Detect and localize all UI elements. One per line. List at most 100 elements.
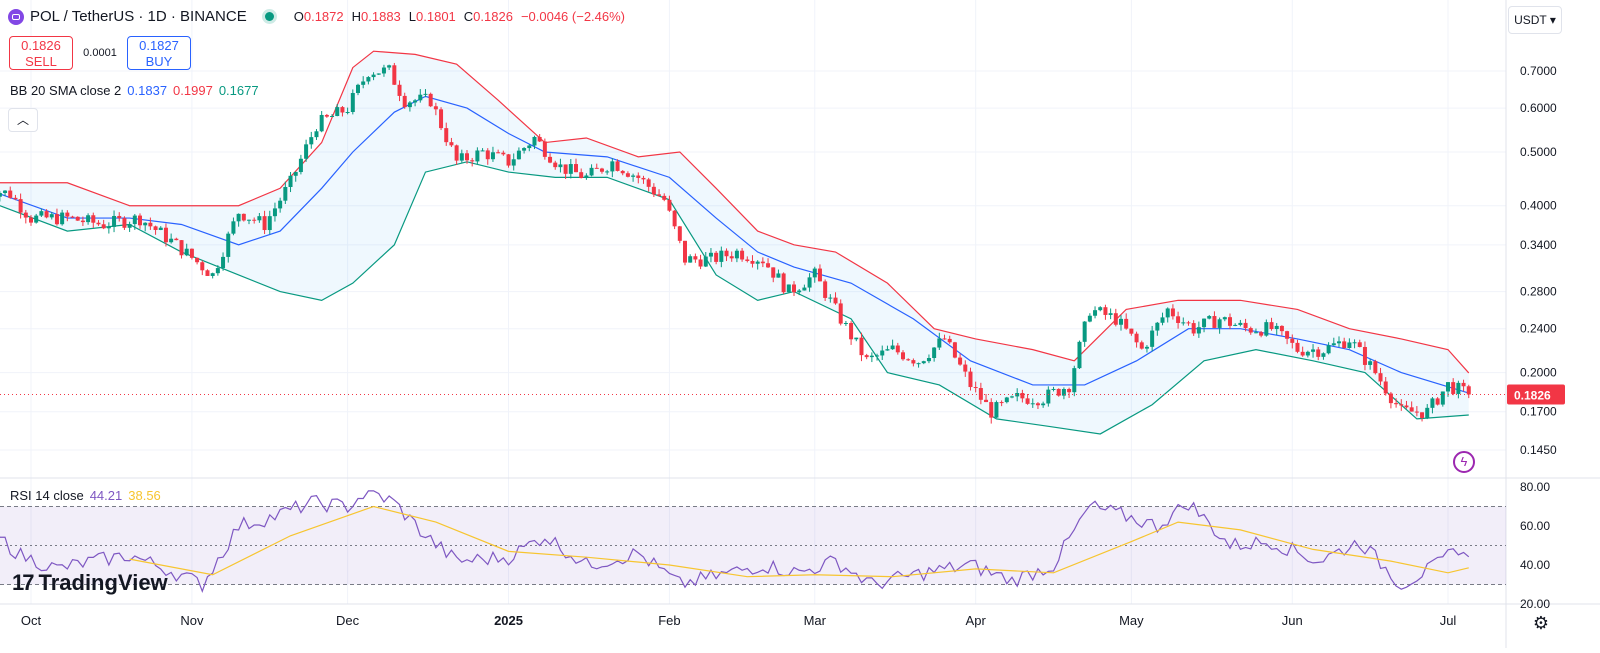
candle-body [236,213,241,222]
price-tick-label: 0.1450 [1520,443,1557,457]
candle-body [890,345,895,350]
candle-body [1093,310,1098,316]
bollinger-lower-value: 0.1677 [218,83,259,98]
rsi-tick-label: 60.00 [1520,519,1550,533]
candle-body [1451,382,1456,394]
candle-body [558,164,563,168]
candle-body [215,268,220,274]
candle-body [1217,319,1222,328]
candle-body [708,252,713,257]
rsi-ma-line [129,505,1469,578]
candle-body [501,152,506,155]
candle-body [1207,316,1212,319]
candle-body [1108,313,1113,315]
candle-body [49,214,54,218]
price-tick-label: 0.2400 [1520,322,1557,336]
candle-body [91,215,96,223]
candle-body [13,197,18,200]
rsi-tick-label: 40.00 [1520,558,1550,572]
time-tick-label: Dec [336,613,360,628]
candle-body [413,100,418,103]
candle-body [96,222,101,225]
candle-body [304,144,309,159]
candle-body [1098,307,1103,311]
candle-body [776,273,781,278]
time-tick-label: Feb [658,613,680,628]
candle-body [1160,317,1165,323]
candle-body [932,347,937,359]
chevron-up-icon[interactable]: ︿ [8,108,38,132]
candle-body [958,357,963,365]
candle-body [278,200,283,209]
candle-body [849,323,854,340]
candle-body [885,349,890,351]
price-tick-label: 0.5000 [1520,145,1557,159]
candle-body [719,250,724,262]
candle-body [968,371,973,388]
candle-body [1331,343,1336,346]
candle-body [1077,341,1082,369]
candle-body [579,172,584,179]
candle-body [994,402,999,418]
candle-body [610,161,615,172]
candle-body [553,162,558,168]
candle-body [371,74,376,78]
low-label: L [408,9,417,24]
time-tick-label: May [1119,613,1144,628]
gear-icon[interactable]: ⚙ [1532,613,1550,633]
candle-body [771,267,776,278]
candle-body [1300,351,1305,356]
rsi-legend[interactable]: RSI 14 close 44.21 38.56 [10,488,161,503]
market-open-icon [264,12,274,21]
candle-body [1446,382,1450,392]
candle-body [1144,346,1149,349]
candle-body [947,338,952,343]
candle-body [807,277,812,288]
candle-body [1139,342,1144,349]
time-tick-label: Jun [1282,613,1303,628]
tradingview-mark-icon: 17 [12,570,35,595]
candle-body [490,152,495,160]
candle-body [1347,342,1352,348]
candle-body [1388,393,1393,404]
lightning-icon[interactable]: ϟ [1453,451,1475,473]
candle-body [418,94,423,101]
candle-body [1279,325,1284,332]
candle-body [729,256,734,259]
candle-body [1067,389,1072,393]
candle-body [527,145,532,149]
candle-body [760,261,765,264]
candle-body [1259,332,1264,336]
candle-body [470,160,475,162]
currency-selector[interactable]: USDT ▾ [1508,6,1562,34]
candle-body [574,164,578,173]
candle-body [589,167,594,176]
buy-button[interactable]: 0.1827 BUY [127,36,191,70]
candle-body [350,93,355,112]
sell-button[interactable]: 0.1826 SELL [9,36,73,70]
candle-body [1321,353,1326,357]
candle-body [688,256,693,263]
candle-body [319,114,324,132]
candle-body [1134,333,1139,343]
candle-body [8,190,13,198]
symbol-title[interactable]: POL / TetherUS · 1D · BINANCE [30,8,247,25]
candle-body [812,268,817,278]
bollinger-legend[interactable]: BB 20 SMA close 2 0.1837 0.1997 0.1677 [10,83,259,98]
candle-body [677,226,682,241]
candle-body [293,172,298,176]
candle-body [381,67,386,74]
candle-body [496,152,501,154]
candle-body [231,221,236,234]
last-price-tag [1507,384,1565,405]
candle-body [1202,318,1207,328]
candle-body [1326,345,1331,354]
high-value: 0.1883 [361,9,401,24]
candle-body [1061,389,1066,396]
candle-body [80,220,85,223]
candle-body [792,284,796,293]
candle-body [584,175,589,179]
candle-body [989,402,994,418]
